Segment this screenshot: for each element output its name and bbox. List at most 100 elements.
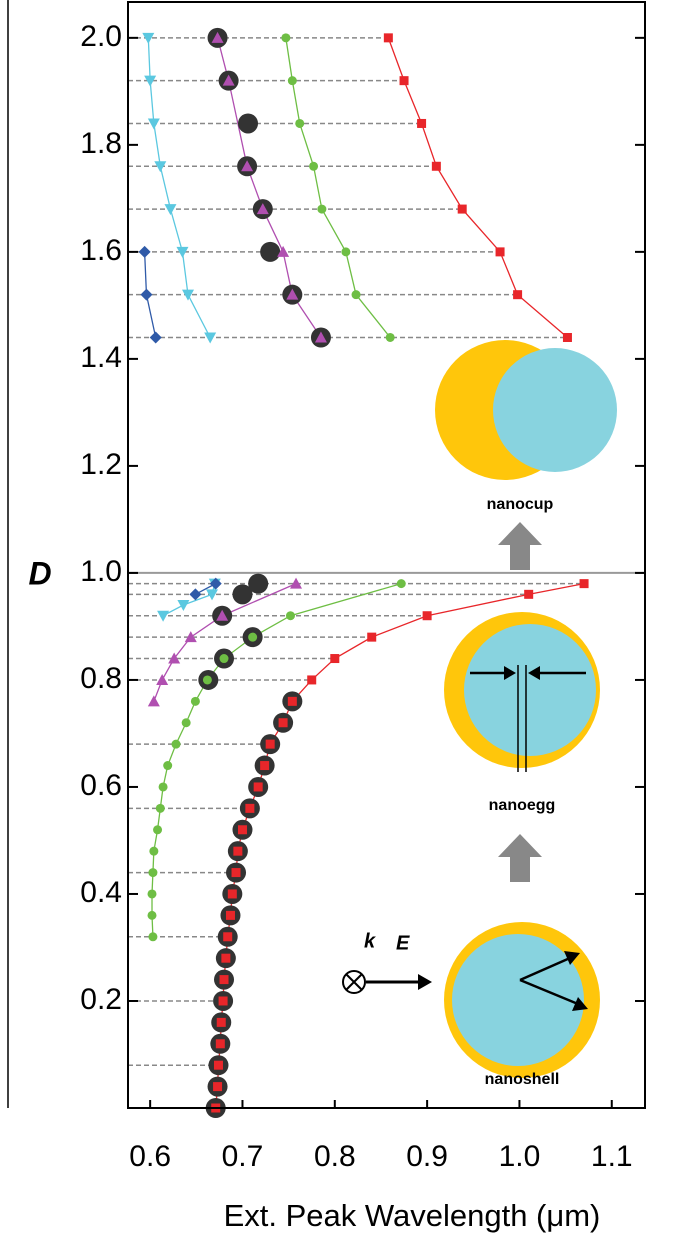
marker [163,761,172,770]
marker [182,718,191,727]
marker [245,804,254,813]
marker [204,332,216,343]
marker [563,333,572,342]
marker [233,847,242,856]
marker [156,674,168,685]
k-label: k [364,930,376,952]
arrow-head [418,974,432,990]
arrow-up [498,834,542,882]
y-tick-label: 0.8 [80,662,122,695]
y-tick-label: 1.2 [80,448,122,481]
chart: 0.20.40.60.81.01.21.41.61.82.00.60.70.80… [0,0,694,1242]
y-axis-label: D [28,555,51,591]
arrow-up [498,522,542,570]
marker [496,247,505,256]
marker [226,911,235,920]
x-tick-label: 0.8 [314,1140,356,1173]
marker [213,1082,222,1091]
marker [254,782,263,791]
marker [149,847,158,856]
nanoegg-core [464,624,596,756]
marker [281,33,290,42]
y-tick-label: 1.0 [80,555,122,588]
y-tick-label: 2.0 [80,20,122,53]
marker [286,611,295,620]
marker [150,331,162,343]
y-tick-label: 1.4 [80,341,122,374]
marker [400,76,409,85]
marker [217,1018,226,1027]
y-tick-label: 0.6 [80,769,122,802]
marker [228,889,237,898]
marker [352,290,361,299]
marker [384,33,393,42]
marker [157,611,169,622]
series-line [152,38,401,937]
y-tick-label: 1.6 [80,234,122,267]
marker [220,654,229,663]
marker [238,113,258,133]
marker [330,654,339,663]
series-line [145,252,216,594]
nanocup-label: nanocup [487,496,554,513]
marker [307,675,316,684]
nanoshell-core [452,934,584,1066]
marker [159,782,168,791]
marker [238,825,247,834]
marker [153,825,162,834]
y-tick-label: 1.8 [80,127,122,160]
marker [580,579,589,588]
marker [423,611,432,620]
e-label: E [396,932,410,954]
marker [139,246,151,258]
marker [260,761,269,770]
marker [148,118,160,129]
marker [216,1039,225,1048]
marker [220,975,229,984]
x-tick-label: 0.6 [129,1140,171,1173]
marker [317,205,326,214]
marker [260,242,280,262]
x-tick-label: 0.9 [406,1140,448,1173]
nanoshell-label: nanoshell [485,1071,560,1088]
marker [203,675,212,684]
x-tick-label: 1.0 [499,1140,541,1173]
marker [341,247,350,256]
series-line [148,38,214,616]
marker [417,119,426,128]
marker [191,697,200,706]
marker [219,996,228,1005]
illustrations: nanocup nanoegg nanoshell k E [343,340,617,1088]
marker [148,889,157,898]
marker [232,868,241,877]
marker [164,204,176,215]
marker [148,911,157,920]
marker [309,162,318,171]
marker [397,579,406,588]
marker [214,1061,223,1070]
marker [223,932,232,941]
marker [248,574,268,594]
nanocup-core [493,348,617,472]
marker [148,932,157,941]
x-tick-label: 0.7 [222,1140,264,1173]
marker [266,740,275,749]
y-tick-label: 0.2 [80,983,122,1016]
marker [288,697,297,706]
marker [248,633,257,642]
marker [279,718,288,727]
marker [367,633,376,642]
marker [177,600,189,611]
marker [458,205,467,214]
x-axis-label: Ext. Peak Wavelength (μm) [224,1198,601,1233]
marker [148,695,160,706]
marker [295,119,304,128]
marker [288,76,297,85]
nanoegg-label: nanoegg [489,797,556,814]
marker [140,289,152,301]
marker [432,162,441,171]
marker [221,954,230,963]
marker [513,290,522,299]
marker [156,804,165,813]
marker [524,590,533,599]
